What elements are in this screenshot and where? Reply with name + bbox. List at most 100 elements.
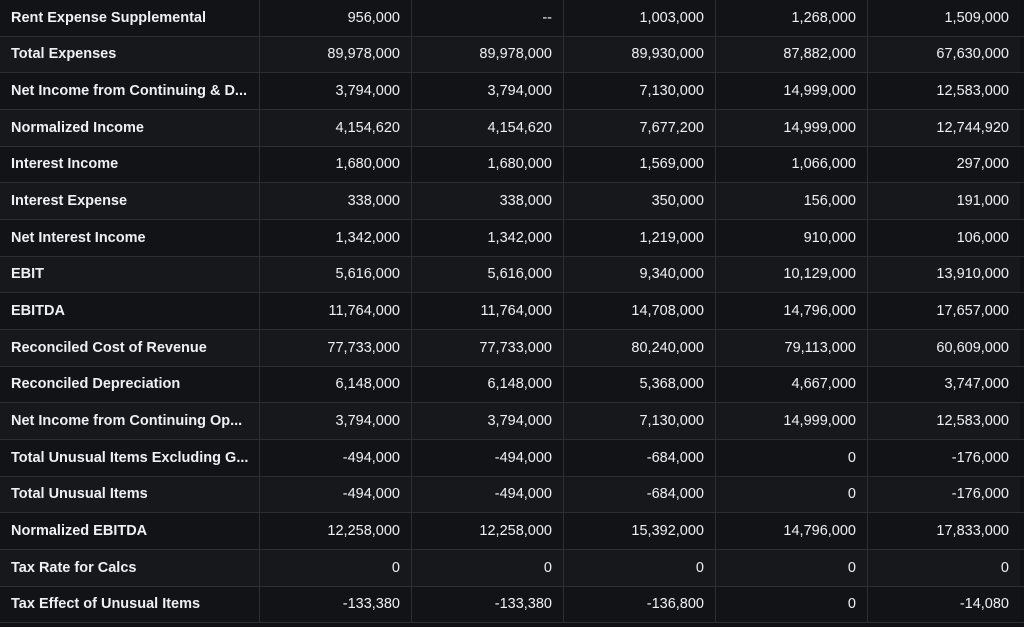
value-cell: 956,000 bbox=[260, 0, 412, 36]
value-cell: 80,240,000 bbox=[564, 329, 716, 366]
value-cell: 1,680,000 bbox=[412, 146, 564, 183]
row-label: Total Unusual Items bbox=[0, 476, 260, 513]
value-cell: 7,130,000 bbox=[564, 403, 716, 439]
value-cell: -494,000 bbox=[260, 439, 412, 476]
value-cell: 338,000 bbox=[412, 183, 564, 219]
value-cell: 12,258,000 bbox=[412, 513, 564, 549]
table-row: Interest Expense 338,000 338,000 350,000 156… bbox=[0, 183, 1024, 220]
value-cell: 350,000 bbox=[564, 183, 716, 219]
value-cell: 87,882,000 bbox=[716, 36, 868, 73]
value-cell: 17,657,000 bbox=[868, 293, 1020, 329]
value-cell: 1,680,000 bbox=[260, 146, 412, 183]
row-label: Reconciled Cost of Revenue bbox=[0, 329, 260, 366]
value-cell: 14,999,000 bbox=[716, 109, 868, 146]
value-cell: 10,129,000 bbox=[716, 256, 868, 293]
value-cell: 156,000 bbox=[716, 183, 868, 219]
value-cell: 0 bbox=[716, 549, 868, 586]
value-cell: 89,978,000 bbox=[260, 36, 412, 73]
value-cell: 5,616,000 bbox=[412, 256, 564, 293]
row-label: Interest Expense bbox=[0, 183, 260, 219]
value-cell: 0 bbox=[412, 549, 564, 586]
table-row: Tax Rate for Calcs 0 0 0 0 0 bbox=[0, 549, 1024, 587]
value-cell: 67,630,000 bbox=[868, 36, 1020, 73]
value-cell: -684,000 bbox=[564, 439, 716, 476]
row-label: Net Income from Continuing Op... bbox=[0, 403, 260, 439]
value-cell: 15,392,000 bbox=[564, 513, 716, 549]
value-cell: 6,148,000 bbox=[412, 366, 564, 403]
value-cell: -684,000 bbox=[564, 476, 716, 513]
table-row: EBIT 5,616,000 5,616,000 9,340,000 10,129,00… bbox=[0, 256, 1024, 294]
value-cell: 910,000 bbox=[716, 219, 868, 256]
value-cell: 13,910,000 bbox=[868, 256, 1020, 293]
table-row: Normalized EBITDA 12,258,000 12,258,000 15,… bbox=[0, 513, 1024, 550]
value-cell: 0 bbox=[564, 549, 716, 586]
value-cell: 14,999,000 bbox=[716, 73, 868, 109]
table-row: Net Income from Continuing Op... 3,794,00… bbox=[0, 403, 1024, 440]
value-cell: 1,219,000 bbox=[564, 219, 716, 256]
value-cell: 14,999,000 bbox=[716, 403, 868, 439]
table-row: Total Unusual Items -494,000 -494,000 -684,… bbox=[0, 476, 1024, 514]
value-cell: 0 bbox=[716, 476, 868, 513]
value-cell: 17,833,000 bbox=[868, 513, 1020, 549]
row-label: Tax Rate for Calcs bbox=[0, 549, 260, 586]
row-label: Interest Income bbox=[0, 146, 260, 183]
table-row: Net Income from Continuing & D... 3,794,0… bbox=[0, 73, 1024, 110]
row-label: Tax Effect of Unusual Items bbox=[0, 586, 260, 623]
row-label: Rent Expense Supplemental bbox=[0, 0, 260, 36]
value-cell: 7,677,200 bbox=[564, 109, 716, 146]
table-row: Reconciled Cost of Revenue 77,733,000 77,7… bbox=[0, 329, 1024, 367]
value-cell: 11,764,000 bbox=[412, 293, 564, 329]
value-cell: 1,342,000 bbox=[260, 219, 412, 256]
row-label: Net Interest Income bbox=[0, 219, 260, 256]
row-label: Total Expenses bbox=[0, 36, 260, 73]
value-cell: 1,066,000 bbox=[716, 146, 868, 183]
table-row: Reconciled Depreciation 6,148,000 6,148,00… bbox=[0, 366, 1024, 404]
value-cell: 297,000 bbox=[868, 146, 1020, 183]
table-row: Rent Expense Supplemental 956,000 -- 1,003,… bbox=[0, 0, 1024, 37]
table-row: Interest Income 1,680,000 1,680,000 1,569,0… bbox=[0, 146, 1024, 184]
value-cell: 0 bbox=[260, 549, 412, 586]
value-cell: 4,154,620 bbox=[260, 109, 412, 146]
value-cell: 14,796,000 bbox=[716, 293, 868, 329]
value-cell: 338,000 bbox=[260, 183, 412, 219]
value-cell: 3,794,000 bbox=[412, 73, 564, 109]
row-label: Net Income from Continuing & D... bbox=[0, 73, 260, 109]
value-cell: 12,744,920 bbox=[868, 109, 1020, 146]
value-cell: 6,148,000 bbox=[260, 366, 412, 403]
value-cell: 12,583,000 bbox=[868, 403, 1020, 439]
value-cell: 12,258,000 bbox=[260, 513, 412, 549]
value-cell: 77,733,000 bbox=[260, 329, 412, 366]
row-label: Normalized Income bbox=[0, 109, 260, 146]
value-cell: 0 bbox=[716, 439, 868, 476]
value-cell: 14,708,000 bbox=[564, 293, 716, 329]
value-cell: 3,747,000 bbox=[868, 366, 1020, 403]
value-cell: 1,003,000 bbox=[564, 0, 716, 36]
value-cell: -133,380 bbox=[260, 586, 412, 623]
table-row: Tax Effect of Unusual Items -133,380 -133,… bbox=[0, 586, 1024, 624]
value-cell: -176,000 bbox=[868, 439, 1020, 476]
value-cell: -136,800 bbox=[564, 586, 716, 623]
value-cell: 1,509,000 bbox=[868, 0, 1020, 36]
value-cell: 4,154,620 bbox=[412, 109, 564, 146]
value-cell: 79,113,000 bbox=[716, 329, 868, 366]
value-cell: 3,794,000 bbox=[412, 403, 564, 439]
row-label: EBIT bbox=[0, 256, 260, 293]
value-cell: 1,342,000 bbox=[412, 219, 564, 256]
value-cell: 14,796,000 bbox=[716, 513, 868, 549]
value-cell: 89,978,000 bbox=[412, 36, 564, 73]
table-row: Normalized Income 4,154,620 4,154,620 7,677… bbox=[0, 109, 1024, 147]
value-cell: -14,080 bbox=[868, 586, 1020, 623]
value-cell: 11,764,000 bbox=[260, 293, 412, 329]
value-cell: 77,733,000 bbox=[412, 329, 564, 366]
value-cell: 12,583,000 bbox=[868, 73, 1020, 109]
table-row: Net Interest Income 1,342,000 1,342,000 1,2… bbox=[0, 219, 1024, 257]
value-cell: -176,000 bbox=[868, 476, 1020, 513]
row-label: Reconciled Depreciation bbox=[0, 366, 260, 403]
row-label: Normalized EBITDA bbox=[0, 513, 260, 549]
value-cell: 3,794,000 bbox=[260, 73, 412, 109]
value-cell: -494,000 bbox=[412, 439, 564, 476]
value-cell: -- bbox=[412, 0, 564, 36]
table-row: EBITDA 11,764,000 11,764,000 14,708,000 14,7… bbox=[0, 293, 1024, 330]
row-label: Total Unusual Items Excluding G... bbox=[0, 439, 260, 476]
